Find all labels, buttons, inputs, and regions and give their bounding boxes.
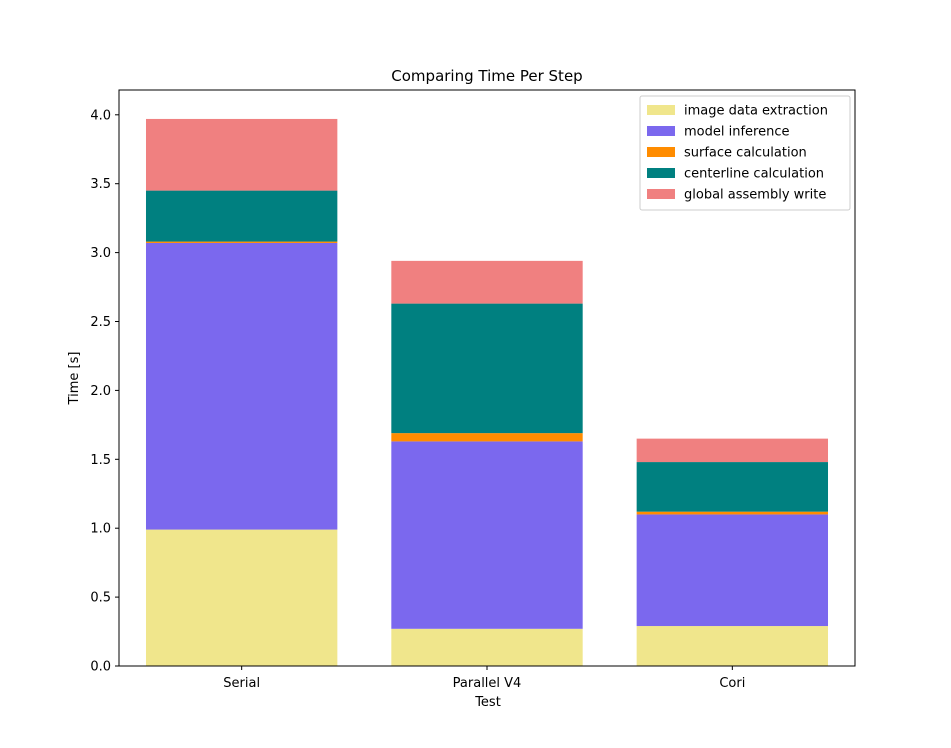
legend-label: centerline calculation xyxy=(684,167,824,182)
bar-segment-global-assembly-write-serial xyxy=(145,118,338,191)
chart-title: Comparing Time Per Step xyxy=(391,67,582,85)
y-tick-label: 0.5 xyxy=(90,591,111,606)
y-tick-label: 1.5 xyxy=(90,453,111,468)
x-axis: Serial Parallel V4 Cori xyxy=(223,666,745,691)
y-tick-label: 3.5 xyxy=(90,177,111,192)
bar-segment-global-assembly-write-cori xyxy=(636,438,829,463)
legend-swatch xyxy=(647,168,675,178)
legend-swatch xyxy=(647,189,675,199)
y-axis: 0.0 0.5 1.0 1.5 2.0 2.5 3.0 3.5 4.0 xyxy=(90,108,119,675)
bars-group xyxy=(145,118,829,666)
y-tick-label: 0.0 xyxy=(90,660,111,675)
legend: image data extraction model inference surf… xyxy=(639,95,851,211)
bar-segment-surface-calculation-serial xyxy=(145,241,338,243)
y-tick-label: 3.0 xyxy=(90,246,111,261)
legend-swatch xyxy=(647,126,675,136)
legend-label: surface calculation xyxy=(684,146,807,161)
x-tick-label: Serial xyxy=(223,676,260,691)
x-tick-label: Parallel V4 xyxy=(453,676,522,691)
bar-segment-image-data-extraction-parallel-v4 xyxy=(391,628,583,666)
legend-swatch xyxy=(647,105,675,115)
bar-segment-surface-calculation-parallel-v4 xyxy=(391,433,583,442)
y-tick-label: 2.0 xyxy=(90,384,111,399)
bar-segment-image-data-extraction-serial xyxy=(145,529,338,666)
y-axis-title: Time [s] xyxy=(67,352,82,406)
legend-swatch xyxy=(647,147,675,157)
bar-segment-model-inference-serial xyxy=(145,242,338,530)
legend-label: image data extraction xyxy=(684,104,828,119)
bar-segment-centerline-calculation-cori xyxy=(636,462,829,512)
x-axis-title: Test xyxy=(474,695,501,710)
bar-segment-model-inference-parallel-v4 xyxy=(391,441,583,629)
legend-box xyxy=(639,95,851,211)
bar-segment-image-data-extraction-cori xyxy=(636,626,829,666)
bar-segment-model-inference-cori xyxy=(636,514,829,627)
bar-segment-surface-calculation-cori xyxy=(636,511,829,515)
y-tick-label: 2.5 xyxy=(90,315,111,330)
x-tick-label: Cori xyxy=(719,676,745,691)
legend-label: global assembly write xyxy=(684,188,826,203)
y-tick-label: 4.0 xyxy=(90,108,111,123)
bar-segment-global-assembly-write-parallel-v4 xyxy=(391,260,583,304)
bar-segment-centerline-calculation-serial xyxy=(145,190,338,242)
legend-label: model inference xyxy=(684,125,789,140)
bar-segment-centerline-calculation-parallel-v4 xyxy=(391,303,583,434)
y-tick-label: 1.0 xyxy=(90,522,111,537)
